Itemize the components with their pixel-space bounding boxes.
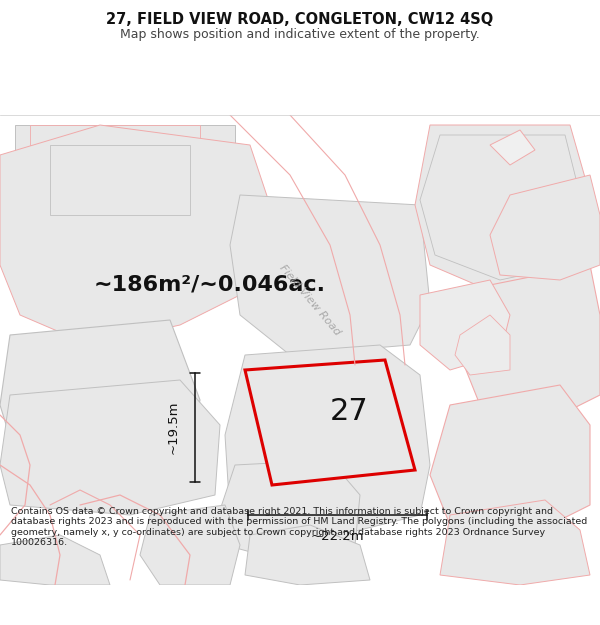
- Polygon shape: [225, 345, 430, 545]
- Polygon shape: [230, 195, 430, 355]
- Polygon shape: [490, 130, 535, 165]
- Text: Field View Road: Field View Road: [278, 262, 343, 338]
- Polygon shape: [0, 535, 110, 585]
- Polygon shape: [455, 315, 510, 375]
- Polygon shape: [30, 125, 200, 225]
- Text: Map shows position and indicative extent of the property.: Map shows position and indicative extent…: [120, 28, 480, 41]
- Polygon shape: [460, 265, 600, 415]
- Text: Contains OS data © Crown copyright and database right 2021. This information is : Contains OS data © Crown copyright and d…: [11, 507, 587, 548]
- Text: 27: 27: [330, 397, 368, 426]
- Polygon shape: [140, 505, 240, 585]
- Polygon shape: [440, 500, 590, 585]
- Text: ~19.5m: ~19.5m: [167, 400, 179, 454]
- Polygon shape: [220, 460, 360, 560]
- Polygon shape: [50, 145, 190, 215]
- Polygon shape: [245, 360, 415, 485]
- Polygon shape: [0, 320, 200, 470]
- Text: ~22.2m: ~22.2m: [310, 531, 364, 544]
- Text: 27, FIELD VIEW ROAD, CONGLETON, CW12 4SQ: 27, FIELD VIEW ROAD, CONGLETON, CW12 4SQ: [106, 12, 494, 27]
- Polygon shape: [0, 380, 220, 515]
- Polygon shape: [490, 175, 600, 280]
- Polygon shape: [15, 125, 235, 235]
- Polygon shape: [415, 125, 590, 295]
- Polygon shape: [420, 280, 510, 370]
- Polygon shape: [420, 135, 580, 280]
- Polygon shape: [245, 525, 370, 585]
- Polygon shape: [0, 125, 270, 345]
- Text: ~186m²/~0.046ac.: ~186m²/~0.046ac.: [94, 275, 326, 295]
- Polygon shape: [430, 385, 590, 535]
